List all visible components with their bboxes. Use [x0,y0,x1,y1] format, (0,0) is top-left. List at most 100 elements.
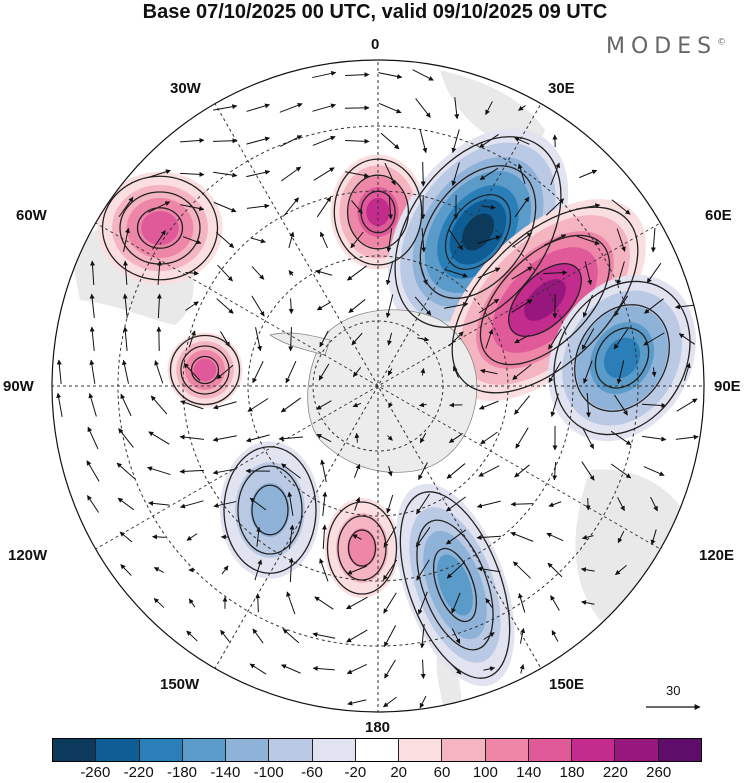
wind-vector [179,500,204,509]
wind-vector [153,567,164,573]
colorbar-tick-label: 180 [559,764,585,781]
colorbar-swatch [572,739,616,761]
anomaly-high-pacific-170e [347,528,377,568]
wind-vector [514,464,530,478]
colorbar-swatch [355,739,400,761]
wind-vector [245,434,270,443]
wind-vector [122,326,128,351]
wind-vector [383,592,397,614]
colorbar-swatch [485,739,529,761]
wind-vector [445,529,466,545]
wind-vector [511,266,533,280]
wind-vector [388,402,393,409]
wind-vector [512,561,531,579]
streamline-low-pacific-170w [251,484,289,536]
wind-vector [185,270,199,276]
wind-vector [353,463,361,478]
wind-vector [186,533,198,541]
wind-vector [419,129,428,154]
streamline-high-pacific-170e [337,515,387,581]
wind-vector [312,135,336,146]
wind-vector [683,362,691,381]
wind-vector [451,628,461,644]
colorbar-tick-label: 220 [602,764,628,781]
wind-vector [514,395,530,415]
africa-land [440,70,545,147]
wind-vector [383,696,397,708]
wind-vector [412,69,434,81]
wind-vector [583,360,593,384]
wind-vector [352,402,362,408]
wind-vector [414,296,432,316]
streamline-low-pacific-170w [223,446,317,574]
wind-vector [120,393,132,417]
wind-vector [312,103,337,112]
streamline-high-60w [101,175,219,281]
wind-vector [519,627,526,644]
streamline-high-pacific-170e [347,529,377,567]
wind-vector [213,104,238,111]
wind-vector [581,328,595,350]
wind-vector [453,365,459,378]
wind-vector [550,595,560,611]
wind-vector [281,463,301,479]
colorbar-tick-label: 100 [472,764,498,781]
wind-vector [448,331,464,347]
wind-vector [416,493,430,515]
wind-vector [576,235,600,245]
wind-vector [90,260,96,286]
wind-vector [319,558,329,582]
wind-vector [650,227,656,253]
wind-vector [250,237,266,244]
wind-vector [388,194,394,220]
wind-vector [312,666,335,671]
streamline-high-south-atlantic [333,158,423,266]
wind-vector [123,227,130,252]
wind-vector [152,534,166,540]
wind-vector [147,466,171,476]
wind-vector [288,327,294,352]
wind-vector [354,496,361,511]
wind-vector [320,459,327,483]
wind-vector [512,232,533,248]
wind-vector [185,301,199,311]
wind-vector [179,171,205,177]
wind-vector [188,598,196,608]
wind-vector [246,136,271,145]
colorbar-tick-label: 260 [646,764,672,781]
wind-vector [451,129,460,154]
wind-vector [385,261,394,286]
wind-vector [255,593,261,613]
wind-vector [485,598,493,608]
wind-vector [285,360,297,384]
wind-vector [479,368,498,375]
wind-vector [477,566,501,573]
wind-vector [249,497,267,511]
streamline-low-70e [594,327,650,389]
wind-vector [280,135,303,147]
wind-vector [86,460,100,482]
wind-vector [585,392,591,418]
wind-vector [122,293,128,318]
wind-vector [249,663,267,675]
wind-vector [446,463,466,479]
wind-vector [346,265,367,281]
wind-vector [287,491,294,516]
wind-vector [451,592,461,614]
wind-vector [179,468,205,474]
wind-vector [282,628,300,644]
wind-vector [89,293,95,318]
wind-vector [517,163,526,185]
wind-vector [251,266,265,280]
wind-vector [319,330,329,348]
wind-vector [476,500,501,509]
wind-vector [212,401,237,410]
wind-vector [384,162,396,186]
wind-vector [118,196,134,218]
wind-vector [179,434,204,440]
wind-vector [213,501,237,508]
wind-vector [650,529,657,546]
wind-vector [216,298,234,314]
wind-vector [552,134,558,148]
wind-vector [188,330,196,348]
